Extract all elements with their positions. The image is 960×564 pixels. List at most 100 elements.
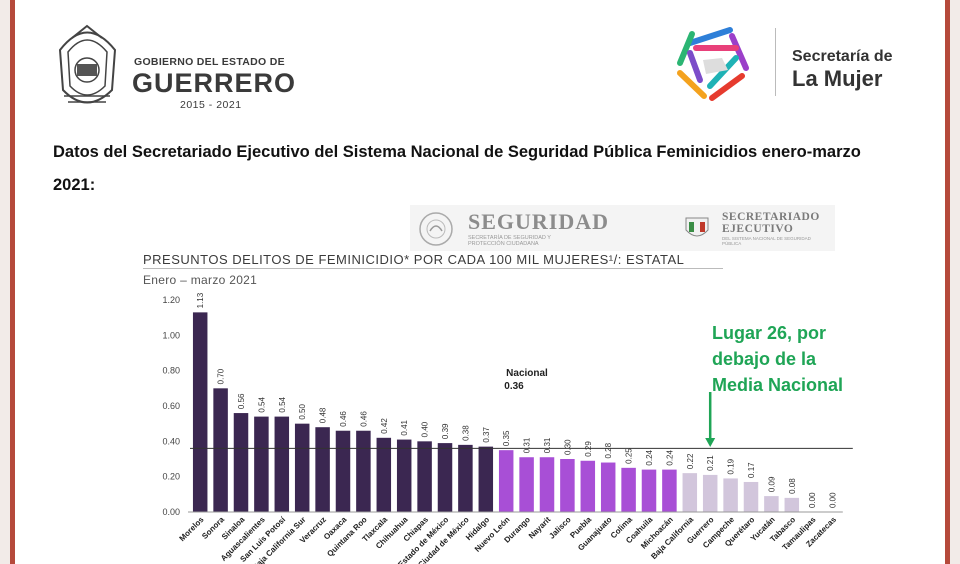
bar-value-label: 0.70 (217, 368, 226, 384)
administration-years: 2015 - 2021 (180, 99, 242, 111)
chart-bar (192, 312, 208, 512)
y-tick-label: 1.00 (162, 330, 180, 340)
chart-bar (743, 481, 759, 512)
y-tick-label: 0.40 (162, 436, 180, 446)
sesnsp-subtitle: DEL SISTEMA NACIONAL DE SEGURIDAD PÚBLIC… (722, 236, 811, 246)
bar-value-label: 0.37 (482, 427, 491, 443)
woven-star-icon (677, 27, 749, 101)
chart-bar (335, 430, 351, 512)
sesnsp-title-line1: SECRETARIADO (722, 211, 820, 223)
chart-bar (437, 443, 453, 512)
chart-bar (315, 427, 330, 512)
bar-value-label: 0.00 (829, 492, 838, 508)
y-tick-label: 0.20 (162, 472, 180, 482)
logo-divider (775, 28, 776, 96)
bar-value-label: 0.28 (604, 442, 613, 458)
chart-bar (519, 457, 534, 512)
bar-value-label: 0.24 (645, 449, 654, 465)
category-label: Morelos (178, 515, 206, 543)
guerrero-emblem-icon (58, 24, 117, 104)
chart-bar (702, 474, 718, 512)
guerrero-government-logo: GOBIERNO DEL ESTADO DE GUERRERO 2015 - 2… (50, 20, 320, 115)
annotation-line1: Lugar 26, por (712, 323, 827, 343)
bar-value-label: 0.22 (686, 453, 695, 469)
chart-bar (580, 460, 596, 512)
chart-bar (784, 497, 800, 512)
chart-bar (294, 423, 310, 512)
bar-value-label: 0.00 (808, 492, 817, 508)
sesnsp-shield-icon (685, 217, 709, 237)
y-tick-label: 0.00 (162, 507, 180, 517)
bar-value-label: 0.41 (400, 419, 409, 435)
bar-value-label: 0.40 (421, 421, 430, 437)
bar-value-label: 0.42 (380, 418, 389, 434)
bar-value-label: 1.13 (196, 292, 205, 308)
chart-bar (662, 469, 677, 512)
bar-value-label: 0.09 (767, 476, 776, 492)
chart-bar (274, 416, 290, 512)
bar-value-label: 0.30 (563, 439, 572, 455)
bar-value-label: 0.39 (441, 423, 450, 439)
bar-value-label: 0.35 (502, 430, 511, 446)
secretaria-mujer-logo: Secretaría de La Mujer (670, 18, 910, 113)
chart-bar (621, 467, 636, 512)
chart-title: PRESUNTOS DELITOS DE FEMINICIDIO* POR CA… (143, 252, 685, 267)
chart-bar (396, 439, 412, 512)
bar-value-label: 0.19 (727, 458, 736, 474)
seguridad-banner: SEGURIDAD SECRETARÍA DE SEGURIDAD Y PROT… (410, 205, 835, 251)
category-label: Jalisco (547, 515, 573, 541)
bar-value-label: 0.08 (788, 478, 797, 494)
bar-value-label: 0.50 (298, 404, 307, 420)
sesnsp-title: SECRETARIADO EJECUTIVO (722, 211, 820, 235)
chart-bar (254, 416, 269, 512)
chart-subtitle: Enero – marzo 2021 (143, 273, 258, 287)
bar-value-label: 0.31 (543, 437, 552, 453)
bar-value-label: 0.46 (359, 411, 368, 427)
annotation-line3: Media Nacional (712, 375, 844, 395)
chart-bar (560, 459, 575, 512)
bar-value-label: 0.38 (461, 425, 470, 441)
annotation-arrow-head (705, 438, 716, 447)
bar-value-label: 0.46 (339, 411, 348, 427)
bar-value-label: 0.54 (257, 396, 266, 412)
seguridad-title: SEGURIDAD (468, 209, 610, 234)
chart-bar (498, 450, 514, 512)
chart-bar (682, 473, 698, 512)
y-tick-label: 0.80 (162, 366, 180, 376)
sesnsp-title-line2: EJECUTIVO (722, 223, 794, 235)
chart-bar (417, 441, 432, 512)
bar-value-label: 0.48 (319, 407, 328, 423)
national-emblem-icon (419, 212, 453, 246)
chart-bar (641, 469, 657, 512)
reference-line-value: 0.36 (504, 381, 524, 392)
chart-bar (458, 444, 473, 512)
bar-value-label: 0.21 (706, 455, 715, 471)
chart-bar (539, 457, 555, 512)
y-tick-label: 1.20 (162, 295, 180, 305)
annotation-text: Lugar 26, por debajo de la Media Naciona… (712, 320, 843, 398)
chart-bar (478, 446, 494, 512)
chart-bar (764, 496, 779, 512)
chart-bar (600, 462, 616, 512)
document-heading: Datos del Secretariado Ejecutivo del Sis… (53, 143, 861, 194)
bar-value-label: 0.56 (237, 393, 246, 409)
chart-bar (213, 388, 228, 512)
bar-value-label: 0.25 (625, 448, 634, 464)
bar-value-label: 0.31 (523, 437, 532, 453)
state-name: GUERRERO (132, 68, 297, 98)
bar-value-label: 0.17 (747, 462, 756, 478)
chart-bar (356, 430, 371, 512)
bar-value-label: 0.54 (278, 396, 287, 412)
annotation-line2: debajo de la (712, 349, 817, 369)
secretaria-label: Secretaría de (792, 48, 893, 65)
bar-value-label: 0.24 (665, 449, 674, 465)
reference-line-label: Nacional (506, 368, 548, 379)
title-underline (143, 268, 723, 269)
y-tick-label: 0.60 (162, 401, 180, 411)
chart-bar (376, 437, 392, 512)
seguridad-subtitle: SECRETARÍA DE SEGURIDAD Y PROTECCIÓN CIU… (468, 235, 551, 247)
chart-bar (233, 413, 249, 512)
government-label: GOBIERNO DEL ESTADO DE (134, 56, 285, 68)
chart-bar (723, 478, 738, 512)
